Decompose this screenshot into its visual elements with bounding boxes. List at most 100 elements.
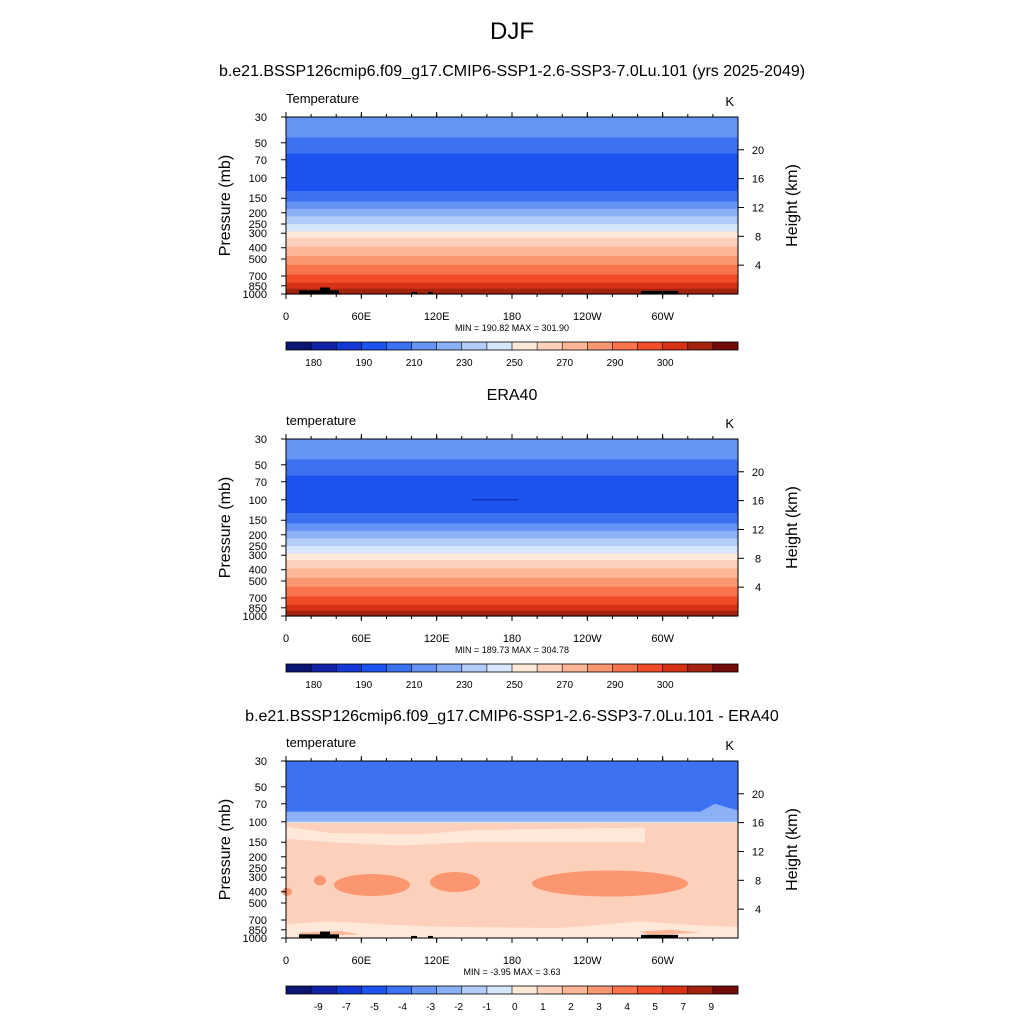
y-tick-label: 400: [249, 243, 267, 255]
y2-tick-label: 8: [755, 875, 761, 887]
y-tick-label: 50: [255, 460, 267, 472]
colorbar-label: 270: [556, 358, 573, 369]
topography: [641, 290, 678, 294]
surface-band: [286, 291, 738, 294]
colorbar-swatch: [537, 664, 563, 672]
x-tick-label: 60W: [651, 955, 674, 967]
colorbar-label: 180: [305, 358, 322, 369]
colorbar-label: 180: [305, 680, 322, 691]
y2-tick-label: 4: [755, 260, 761, 272]
left-string: temperature: [286, 413, 356, 428]
colorbar-swatch: [486, 342, 513, 350]
y-tick-label: 850: [249, 603, 267, 615]
colorbar-swatch: [587, 664, 613, 672]
temp-band: [286, 231, 738, 239]
diff-panel-title: b.e21.BSSP126cmip6.f09_g17.CMIP6-SSP1-2.…: [245, 708, 779, 725]
y-tick-label: 30: [255, 756, 267, 768]
plot-area-diff: [282, 761, 738, 939]
y-tick-label: 150: [249, 515, 267, 527]
colorbar-swatch: [562, 986, 588, 994]
colorbar-label: 210: [406, 680, 423, 691]
temp-band: [286, 596, 738, 606]
colorbar-swatch: [461, 342, 488, 350]
colorbar-swatch: [512, 342, 538, 350]
colorbar-swatch: [612, 664, 638, 672]
colorbar-swatch: [687, 664, 714, 672]
y2-tick-label: 12: [752, 524, 764, 536]
colorbar-swatch: [311, 664, 337, 672]
y-tick-label: 400: [249, 565, 267, 577]
stats-label: MIN = 189.73 MAX = 304.78: [455, 645, 569, 655]
page-title: DJF: [490, 18, 534, 45]
colorbar-model: 180 190 210 230 250 270 290 300: [285, 341, 739, 369]
topography: [411, 935, 417, 938]
temp-band: [286, 238, 738, 248]
y-tick-label: 700: [249, 593, 267, 605]
y-tick-label: 1000: [243, 289, 267, 301]
colorbar-swatch: [662, 664, 689, 672]
colorbar-swatch: [286, 986, 312, 994]
colorbar-swatch: [687, 342, 714, 350]
y-tick-label: 400: [249, 887, 267, 899]
y-axis-label: Pressure (mb): [217, 155, 234, 256]
colorbar-label: -9: [314, 1002, 323, 1013]
colorbar-label: 2: [568, 1002, 574, 1013]
diff-blob: [314, 875, 326, 886]
colorbar-swatch: [336, 342, 362, 350]
units-label: K: [725, 94, 734, 109]
y2-tick-label: 20: [752, 467, 764, 479]
temp-band: [286, 201, 738, 210]
colorbar-swatch: [461, 986, 488, 994]
colorbar-label: 250: [506, 358, 523, 369]
topography: [299, 290, 339, 294]
colorbar-swatch: [637, 342, 664, 350]
diff-patch: [640, 929, 700, 936]
topography: [320, 931, 330, 938]
colorbar-label: -1: [482, 1002, 491, 1013]
y2-tick-label: 20: [752, 789, 764, 801]
x-tick-label: 120E: [424, 633, 450, 645]
y-tick-label: 70: [255, 155, 267, 167]
model-panel-title: b.e21.BSSP126cmip6.f09_g17.CMIP6-SSP1-2.…: [218, 63, 806, 80]
colorbar-label: 290: [607, 358, 624, 369]
colorbar-label: -2: [454, 1002, 463, 1013]
temp-band: [286, 439, 738, 461]
temp-band: [286, 459, 738, 477]
x-tick-label: 60W: [651, 311, 674, 323]
x-tick-label: 0: [283, 311, 289, 323]
colorbar-swatch: [512, 986, 538, 994]
colorbar-label: 300: [657, 358, 674, 369]
colorbar-swatch: [411, 986, 438, 994]
y2-tick-label: 4: [755, 904, 761, 916]
colorbar-swatch: [537, 342, 563, 350]
colorbar-swatch: [612, 342, 638, 350]
topography: [428, 291, 433, 294]
diff-blob: [532, 870, 688, 897]
x-tick-label: 120W: [573, 955, 602, 967]
colorbar-swatch: [286, 342, 312, 350]
x-tick-label: 60W: [651, 633, 674, 645]
y-tick-label: 100: [249, 173, 267, 185]
colorbar-swatch: [436, 664, 463, 672]
temp-band: [286, 282, 738, 290]
colorbar-label: 3: [596, 1002, 602, 1013]
y2-tick-label: 16: [752, 174, 764, 186]
y2-tick-label: 8: [755, 231, 761, 243]
temp-band: [286, 274, 738, 284]
diff-blob: [430, 872, 480, 893]
temp-band: [286, 604, 738, 612]
colorbar-swatch: [436, 342, 463, 350]
units-label: K: [725, 738, 734, 753]
colorbar-label: -7: [342, 1002, 351, 1013]
colorbar-swatch: [562, 664, 588, 672]
left-string: Temperature: [286, 91, 359, 106]
y-tick-label: 250: [249, 863, 267, 875]
y2-axis-label: Height (km): [784, 808, 801, 891]
colorbar-swatch: [662, 342, 689, 350]
topography: [411, 291, 417, 294]
y2-axis-label: Height (km): [784, 164, 801, 247]
colorbar-swatch: [311, 986, 337, 994]
diff-patch: [286, 803, 738, 822]
y2-tick-label: 20: [752, 145, 764, 157]
